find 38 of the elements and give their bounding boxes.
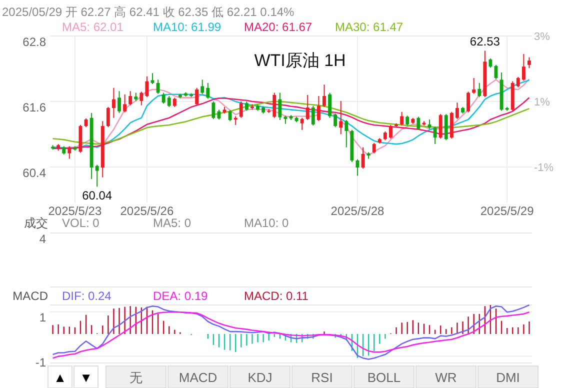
x-tick-label: 2025/5/23 — [48, 204, 102, 218]
annotation: 60.04 — [82, 188, 112, 203]
text: BOLL — [367, 370, 401, 385]
x-tick-label: 2025/5/28 — [330, 204, 384, 218]
y-tick-label: -1 — [35, 355, 46, 370]
y-tick-label: 60.4 — [22, 166, 46, 180]
text: ▼ — [80, 370, 92, 385]
text: VOL: 0 — [62, 216, 100, 230]
text: MA20: 61.67 — [244, 20, 312, 34]
x-tick-label: 2025/5/29 — [480, 204, 534, 218]
text: MA30: 61.47 — [335, 20, 404, 34]
chart-title: MACD — [12, 289, 48, 303]
text: KDJ — [248, 370, 272, 385]
text: 无 — [130, 370, 142, 385]
text: 成交 — [24, 216, 48, 230]
text: MA10: 0 — [244, 216, 290, 230]
y-tick-label: 61.6 — [22, 100, 46, 114]
text: MA5: 0 — [153, 216, 192, 230]
text: MACD — [178, 370, 218, 385]
text: ▲ — [54, 370, 66, 385]
text: MACD: 0.11 — [244, 289, 309, 303]
series-label: DEA: 0.19 — [153, 289, 208, 303]
y2-tick-label: 3% — [534, 31, 550, 43]
text: WTI原油 1H — [254, 51, 346, 70]
x-tick-label: 2025/5/26 — [120, 204, 174, 218]
series-label: DIF: 0.24 — [62, 289, 112, 303]
annotation: 62.53 — [470, 34, 500, 49]
text: WR — [435, 370, 457, 385]
text: RSI — [311, 370, 333, 385]
text: 4 — [39, 232, 46, 246]
y2-tick-label: -1% — [534, 162, 554, 174]
text: DMI — [496, 370, 520, 385]
y-tick-label: 1 — [39, 310, 46, 325]
text: MA5: 62.01 — [62, 20, 124, 34]
chart-subtitle: 2025/05/29 开 62.27 高 62.41 收 62.35 低 62.21 0.14% — [2, 5, 295, 19]
y2-tick-label: 1% — [534, 96, 550, 108]
text: MA10: 61.99 — [153, 20, 222, 34]
y-tick-label: 62.8 — [22, 35, 46, 49]
